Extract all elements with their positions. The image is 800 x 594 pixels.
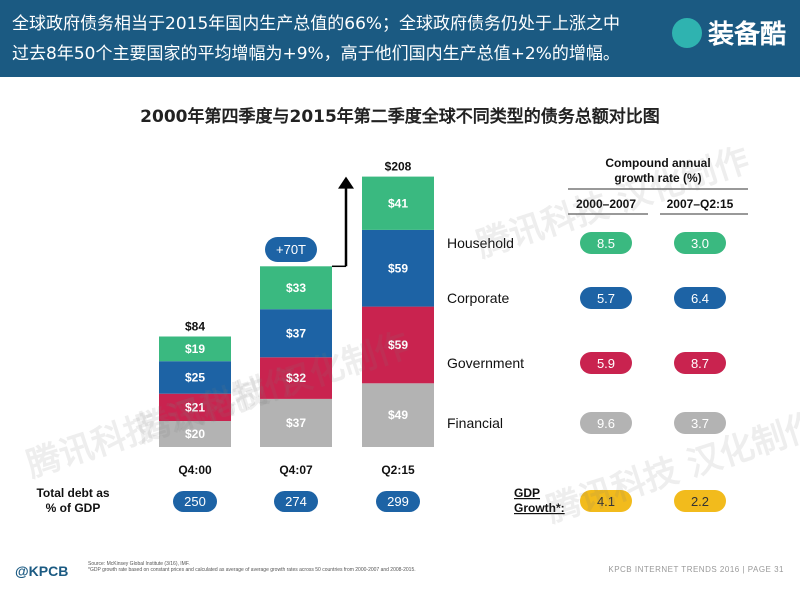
bar-segment [260,309,332,358]
bar-total-label: $84 [185,320,205,334]
growth-value: 2.2 [691,494,709,509]
logo-text: 装备酷 [707,20,786,50]
growth-value: 4.1 [597,494,615,509]
bar-segment [260,266,332,310]
chart-title: 2000年第四季度与2015年第二季度全球不同类型的债务总额对比图 [140,107,660,127]
bar-segment [159,393,231,421]
bar-segment [159,421,231,447]
growth-value: 3.0 [691,236,709,251]
x-tick-label: Q4:07 [279,463,313,477]
bar-total-label: $208 [385,160,412,174]
growth-pill [580,490,632,512]
bar-value-label: $32 [286,371,306,385]
bar-value-label: $21 [185,400,205,414]
bar-segment [362,306,434,384]
growth-pill [674,287,726,309]
growth-pill [580,232,632,254]
growth-value: 5.7 [597,291,615,306]
growth-table-title: growth rate (%) [614,171,701,185]
growth-pill [580,352,632,374]
footer-page: KPCB INTERNET TRENDS 2016 | PAGE 31 [608,565,784,574]
growth-value: 9.6 [597,416,615,431]
bar-value-label: $25 [185,370,205,384]
footer-source: Source: McKinsey Global Institute (3/16)… [88,561,416,573]
bar-segment [362,383,434,447]
bar-value-label: $59 [388,338,408,352]
bar-value-label: $19 [185,342,205,356]
increase-label: +70T [276,242,306,257]
growth-col-header: 2000–2007 [576,197,636,211]
bar-segment [362,229,434,307]
bar-segment [159,336,231,362]
header-banner: 全球政府债务相当于2015年国内生产总值的66%；全球政府债务仍处于上涨之中 过… [0,0,800,77]
growth-value: 5.9 [597,356,615,371]
growth-pill [674,232,726,254]
growth-pill [674,352,726,374]
header-line-1: 全球政府债务相当于2015年国内生产总值的66%；全球政府债务仍处于上涨之中 [12,14,621,34]
gdp-row-label: % of GDP [46,501,101,515]
growth-col-header: 2007–Q2:15 [667,197,734,211]
growth-value: 3.7 [691,416,709,431]
x-tick-label: Q4:00 [178,463,212,477]
growth-pill [674,412,726,434]
bar-value-label: $37 [286,416,306,430]
bar-segment [362,176,434,230]
x-tick-label: Q2:15 [381,463,415,477]
brand-logo: 装备酷 [671,14,786,51]
growth-pill [580,287,632,309]
series-label: Government [447,355,524,371]
footer-brand: @KPCB [15,563,69,579]
growth-value: 8.7 [691,356,709,371]
growth-value: 6.4 [691,291,709,306]
growth-table-title: Compound annual [605,156,710,170]
footer-note-line: *GDP growth rate based on constant price… [88,567,416,573]
increase-pill [265,237,317,262]
bar-value-label: $41 [388,196,408,210]
increase-arrowhead [338,176,354,189]
bar-value-label: $33 [286,281,306,295]
gdp-ratio-pill [376,491,420,512]
bar-value-label: $59 [388,261,408,275]
footer-source-line: Source: McKinsey Global Institute (3/16)… [88,561,190,567]
gdp-ratio-value: 274 [285,494,307,509]
growth-pill [580,412,632,434]
bar-segment [159,361,231,394]
series-label: Corporate [447,290,509,306]
logo-mark-icon [671,17,702,48]
gdp-ratio-pill [173,491,217,512]
bar-value-label: $37 [286,326,306,340]
gdp-ratio-value: 299 [387,494,409,509]
gdp-row-label: Total debt as [36,486,109,500]
bar-segment [260,357,332,399]
series-label: Financial [447,415,503,431]
bar-value-label: $49 [388,408,408,422]
bar-segment [260,398,332,447]
gdp-growth-label: Growth*: [514,501,565,515]
header-line-2: 过去8年50个主要国家的平均增幅为+9%，高于他们国内生产总值+2%的增幅。 [12,44,620,64]
bar-value-label: $20 [185,427,205,441]
gdp-ratio-pill [274,491,318,512]
growth-value: 8.5 [597,236,615,251]
gdp-growth-label: GDP [514,486,540,500]
series-label: Household [447,235,514,251]
gdp-ratio-value: 250 [184,494,206,509]
growth-pill [674,490,726,512]
